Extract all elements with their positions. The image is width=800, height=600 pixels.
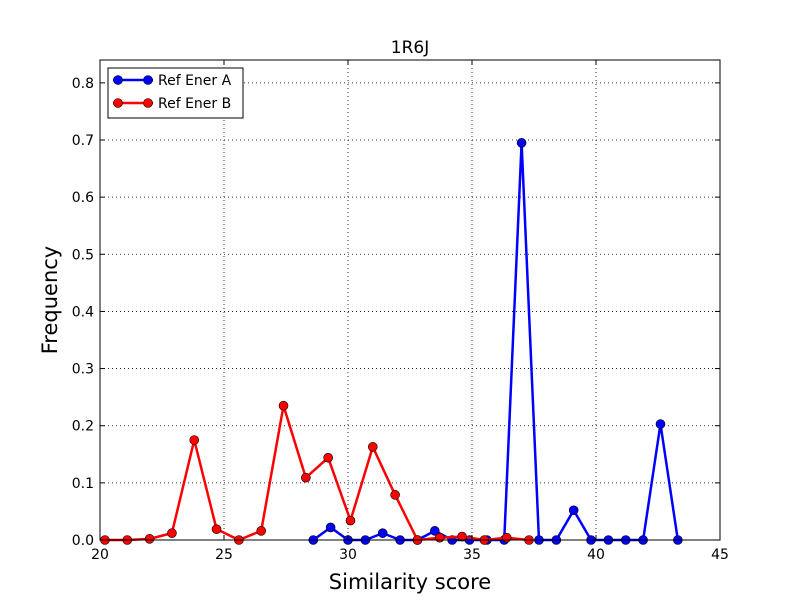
plot-frame [99, 59, 721, 541]
data-point [278, 400, 289, 411]
legend-marker-a [113, 75, 123, 85]
legend-label-a: Ref Ener A [158, 73, 232, 89]
x-tick-label: 30 [339, 547, 357, 563]
data-point [189, 435, 200, 445]
legend-entry-a: Ref Ener A [113, 73, 232, 89]
x-tick-label: 25 [215, 547, 233, 563]
data-point [377, 528, 388, 538]
data-point [345, 515, 356, 526]
series-b [100, 400, 534, 545]
legend-marker-b [143, 98, 153, 108]
data-point [367, 442, 378, 452]
y-tick-label: 0.4 [72, 304, 94, 320]
legend: Ref Ener A Ref Ener B [107, 67, 244, 119]
data-point [323, 452, 333, 463]
data-point [390, 490, 400, 500]
data-point [501, 532, 512, 543]
legend-box [107, 67, 244, 119]
series-line [312, 141, 680, 542]
legend-label-b: Ref Ener B [158, 96, 231, 112]
y-tick-label: 0.8 [72, 76, 94, 92]
data-point [167, 528, 177, 538]
y-axis-label: Frequency [38, 246, 62, 355]
x-tick-label: 45 [711, 547, 729, 563]
x-tick-label: 20 [91, 547, 109, 563]
data-point [568, 505, 579, 516]
data-point [256, 526, 267, 536]
y-tick-label: 0.3 [72, 362, 94, 378]
grid [100, 60, 720, 540]
x-axis-label: Similarity score [329, 570, 491, 594]
y-tick-label: 0.7 [72, 133, 94, 149]
data-point [457, 531, 467, 542]
legend-marker-b [113, 98, 123, 108]
y-tick-label: 0.2 [72, 419, 94, 435]
y-tick-label: 0.0 [72, 533, 94, 549]
data-point [301, 472, 311, 483]
series-a [308, 138, 683, 545]
series-layer [100, 138, 683, 545]
data-point [434, 532, 445, 543]
data-point [516, 138, 527, 148]
data-point [429, 526, 440, 536]
legend-entry-b: Ref Ener B [113, 96, 231, 112]
legend-marker-a [143, 75, 153, 85]
data-point [655, 419, 666, 429]
data-point [144, 534, 155, 544]
y-tick-label: 0.5 [72, 247, 94, 263]
x-tick-label: 40 [587, 547, 605, 563]
y-tick-label: 0.6 [72, 190, 94, 206]
y-tick-label: 0.1 [72, 476, 94, 492]
chart-title: 1R6J [391, 38, 429, 58]
data-point [211, 524, 222, 534]
ticks: 20 25 30 35 40 45 0.0 0.1 0.2 0.3 0.4 0.5 0.6 0.7 0.8 [72, 60, 729, 563]
x-tick-label: 35 [463, 547, 481, 563]
data-point [325, 522, 336, 533]
